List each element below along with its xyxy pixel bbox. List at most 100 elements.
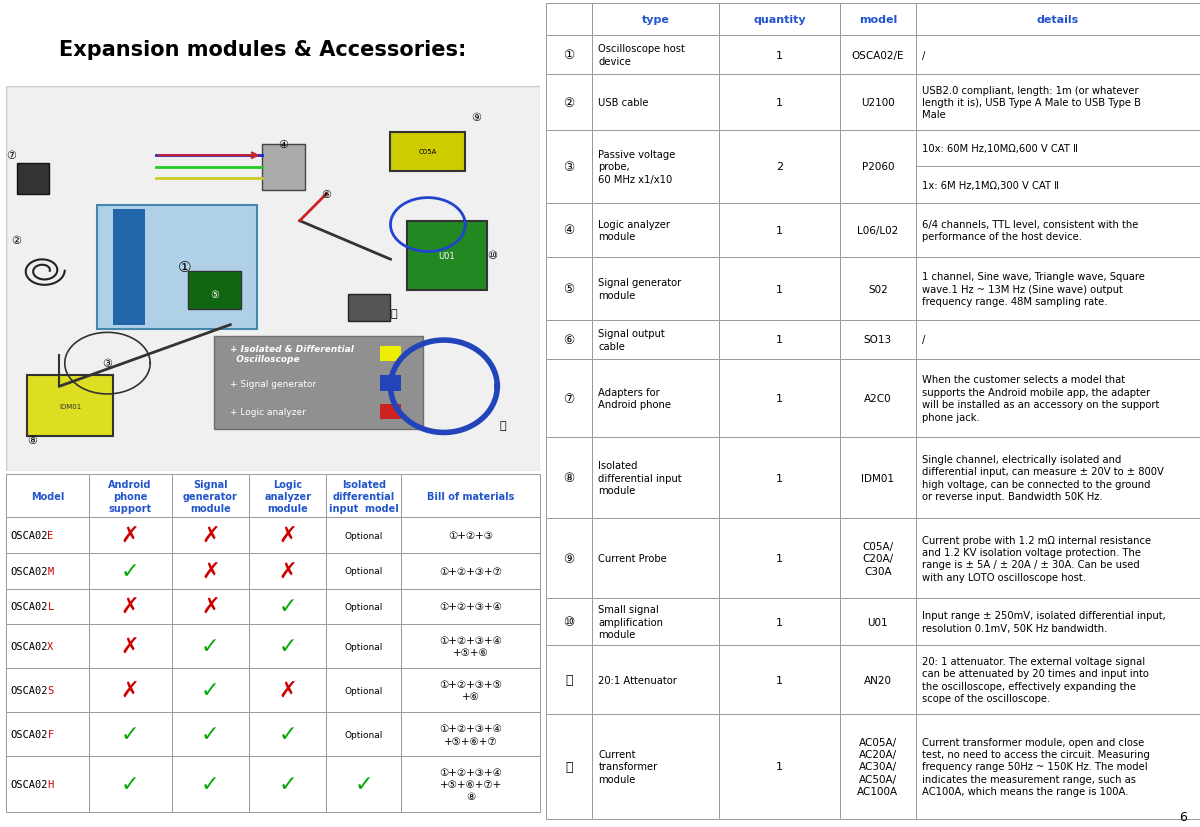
Bar: [326, 553, 401, 589]
Text: C05A: C05A: [419, 149, 437, 155]
Text: Optional: Optional: [344, 686, 383, 695]
Text: 1: 1: [776, 50, 784, 60]
Bar: [546, 36, 592, 74]
Text: 1: 1: [776, 473, 784, 483]
Text: ④: ④: [563, 224, 575, 237]
Text: L: L: [47, 601, 54, 611]
Bar: [546, 599, 592, 645]
Bar: [172, 624, 248, 668]
Bar: [401, 589, 540, 624]
Text: Isolated
differential input
module: Isolated differential input module: [599, 461, 682, 495]
Text: Single channel, electrically isolated and
differential input, can measure ± 20V : Single channel, electrically isolated an…: [922, 455, 1164, 502]
Text: Current transformer module, open and close
test, no need to access the circuit. : Current transformer module, open and clo…: [922, 737, 1150, 796]
Text: Passive voltage
probe,
60 MHz x1/x10: Passive voltage probe, 60 MHz x1/x10: [599, 150, 676, 184]
Text: ①+②+③+④: ①+②+③+④: [439, 601, 502, 611]
Bar: [326, 589, 401, 624]
Text: model: model: [859, 15, 898, 25]
Bar: [546, 4, 592, 36]
Bar: [916, 359, 1200, 438]
Bar: [326, 668, 401, 712]
Bar: [401, 553, 540, 589]
Bar: [546, 321, 592, 359]
Bar: [840, 599, 916, 645]
Text: ✗: ✗: [121, 526, 139, 546]
Bar: [592, 258, 719, 321]
Bar: [840, 359, 916, 438]
Bar: [916, 519, 1200, 599]
FancyBboxPatch shape: [407, 222, 487, 290]
Bar: [592, 4, 719, 36]
Text: ①+②+③+④
+⑤+⑥+⑦: ①+②+③+④ +⑤+⑥+⑦: [439, 724, 502, 746]
Text: 20:1 Attenuator: 20:1 Attenuator: [599, 675, 677, 685]
Text: Current
transformer
module: Current transformer module: [599, 749, 658, 784]
FancyBboxPatch shape: [215, 337, 422, 429]
Text: OSCA02: OSCA02: [10, 686, 47, 696]
Text: ⑦: ⑦: [563, 392, 575, 405]
Bar: [546, 519, 592, 599]
Text: 6: 6: [1180, 810, 1187, 823]
Bar: [916, 599, 1200, 645]
Text: ✗: ✗: [121, 636, 139, 657]
Text: 1x: 6M Hz,1MΩ,300 V CAT Ⅱ: 1x: 6M Hz,1MΩ,300 V CAT Ⅱ: [922, 180, 1060, 190]
Text: ✗: ✗: [278, 526, 296, 546]
Text: Optional: Optional: [344, 602, 383, 611]
Text: OSCA02: OSCA02: [10, 729, 47, 739]
Bar: [916, 36, 1200, 74]
Text: P2060: P2060: [862, 162, 894, 172]
Bar: [840, 519, 916, 599]
Text: Model: Model: [31, 491, 64, 501]
Text: /: /: [922, 50, 925, 60]
Bar: [719, 519, 840, 599]
Text: ✗: ✗: [200, 526, 220, 546]
Text: Optional: Optional: [344, 642, 383, 651]
Bar: [719, 359, 840, 438]
Bar: [248, 668, 326, 712]
Text: 1: 1: [776, 335, 784, 345]
Bar: [840, 74, 916, 131]
Text: Optional: Optional: [344, 566, 383, 576]
Bar: [840, 203, 916, 258]
Text: 1: 1: [776, 394, 784, 404]
Bar: [719, 74, 840, 131]
Text: ✗: ✗: [278, 561, 296, 581]
Text: ✓: ✓: [278, 596, 296, 616]
Bar: [719, 36, 840, 74]
Text: ✗: ✗: [121, 596, 139, 616]
Bar: [172, 518, 248, 553]
Text: S: S: [47, 686, 54, 696]
Text: U01: U01: [438, 251, 455, 261]
Text: 1 channel, Sine wave, Triangle wave, Square
wave.1 Hz ~ 13M Hz (Sine wave) outpu: 1 channel, Sine wave, Triangle wave, Squ…: [922, 272, 1145, 307]
Text: ✓: ✓: [200, 681, 220, 700]
Bar: [592, 519, 719, 599]
Bar: [6, 589, 89, 624]
Bar: [89, 518, 172, 553]
Text: ✓: ✓: [121, 724, 139, 744]
Text: ⑥: ⑥: [322, 189, 331, 199]
Text: ⑪: ⑪: [565, 673, 572, 686]
Text: ④: ④: [278, 140, 289, 150]
Bar: [6, 475, 89, 518]
Text: Input range ± 250mV, isolated differential input,
resolution 0.1mV, 50K Hz bandw: Input range ± 250mV, isolated differenti…: [922, 610, 1166, 633]
Bar: [6, 553, 89, 589]
Bar: [916, 74, 1200, 131]
Bar: [172, 757, 248, 812]
Text: Android
phone
support: Android phone support: [108, 480, 152, 513]
Text: ⑦: ⑦: [6, 151, 16, 161]
Bar: [916, 203, 1200, 258]
Text: AN20: AN20: [864, 675, 892, 685]
Bar: [840, 715, 916, 819]
Bar: [840, 36, 916, 74]
Text: Small signal
amplification
module: Small signal amplification module: [599, 605, 664, 639]
Bar: [348, 294, 390, 322]
Text: OSCA02/E: OSCA02/E: [852, 50, 904, 60]
Text: 1: 1: [776, 98, 784, 108]
Text: + Logic analyzer: + Logic analyzer: [230, 408, 306, 417]
Bar: [248, 553, 326, 589]
Text: type: type: [642, 15, 670, 25]
Bar: [187, 271, 241, 310]
Text: ⑤: ⑤: [210, 289, 218, 299]
Bar: [263, 145, 305, 191]
Bar: [401, 624, 540, 668]
Text: ①: ①: [178, 260, 191, 275]
Text: When the customer selects a model that
supports the Android mobile app, the adap: When the customer selects a model that s…: [922, 375, 1159, 422]
